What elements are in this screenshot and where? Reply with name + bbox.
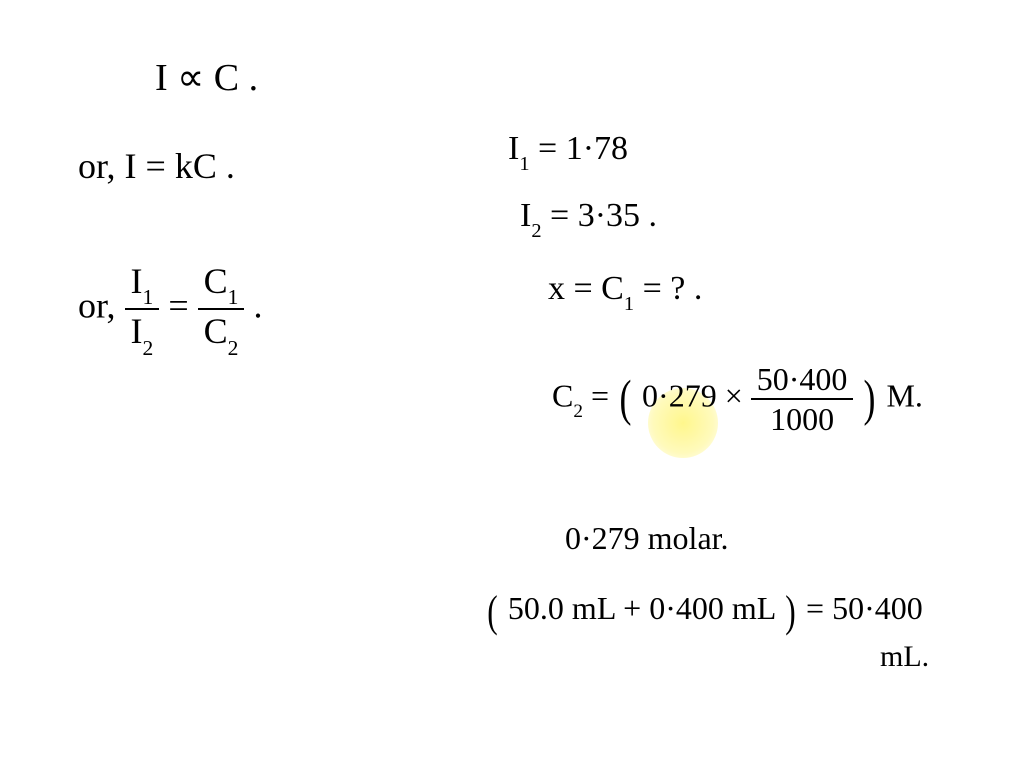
text: I = kC .	[125, 146, 235, 186]
paren-right-icon: )	[864, 379, 876, 420]
given-i2: I2 = 3·35 .	[520, 197, 657, 240]
var-i: I	[508, 130, 519, 167]
var-c: C	[552, 378, 573, 414]
paren-left-icon: (	[487, 594, 497, 630]
sub-2: 2	[228, 336, 239, 360]
value: = ? .	[634, 270, 702, 307]
sub-2: 2	[573, 401, 583, 422]
num-i: I	[131, 261, 143, 301]
unit: M.	[886, 378, 922, 414]
volume-sum: ( 50.0 mL + 0·400 mL ) = 50·400	[485, 590, 923, 630]
frac-i1-i2: I1 I2	[125, 260, 160, 358]
unknown-c1: x = C1 = ? .	[548, 270, 702, 313]
num-c: C	[204, 261, 228, 301]
period: .	[253, 285, 262, 325]
given-i1: I1 = 1·78	[508, 130, 628, 173]
calc-c2: C2 = ( 0·279 × 50·400 1000 ) M.	[552, 360, 923, 439]
unit: mL.	[880, 640, 929, 673]
equals: =	[168, 285, 197, 325]
prefix: or,	[78, 146, 125, 186]
var-i: I	[520, 197, 531, 234]
value: = 1·78	[530, 130, 629, 167]
prefix: or,	[78, 285, 125, 325]
paren-left-icon: (	[620, 379, 632, 420]
text: x = C	[548, 270, 624, 307]
den: 1000	[751, 400, 854, 438]
volume-unit: mL.	[880, 640, 929, 674]
equals-result: = 50·400	[806, 590, 923, 626]
frac-volume: 50·400 1000	[751, 360, 854, 439]
sub-1: 1	[519, 153, 529, 175]
sub-1: 1	[143, 285, 154, 309]
note-molar: 0·279 molar.	[565, 520, 729, 557]
sub-1: 1	[228, 285, 239, 309]
paren-right-icon: )	[785, 594, 795, 630]
num: 50·400	[751, 360, 854, 400]
sub-1: 1	[624, 293, 634, 315]
sub-2: 2	[143, 336, 154, 360]
sub-2: 2	[531, 220, 541, 242]
factor-1: 0·279 ×	[642, 378, 751, 414]
eq-proportional: I ∝ C .	[155, 55, 258, 100]
sum-content: 50.0 mL + 0·400 mL	[508, 590, 775, 626]
frac-c1-c2: C1 C2	[198, 260, 245, 358]
value: = 3·35 .	[542, 197, 658, 234]
text: 0·279 molar.	[565, 520, 729, 556]
text: I ∝ C .	[155, 57, 258, 99]
equals: =	[583, 378, 617, 414]
den-i: I	[131, 311, 143, 351]
eq-ratio: or, I1 I2 = C1 C2 .	[78, 260, 262, 358]
eq-i-equals-kc: or, I = kC .	[78, 145, 235, 187]
den-c: C	[204, 311, 228, 351]
